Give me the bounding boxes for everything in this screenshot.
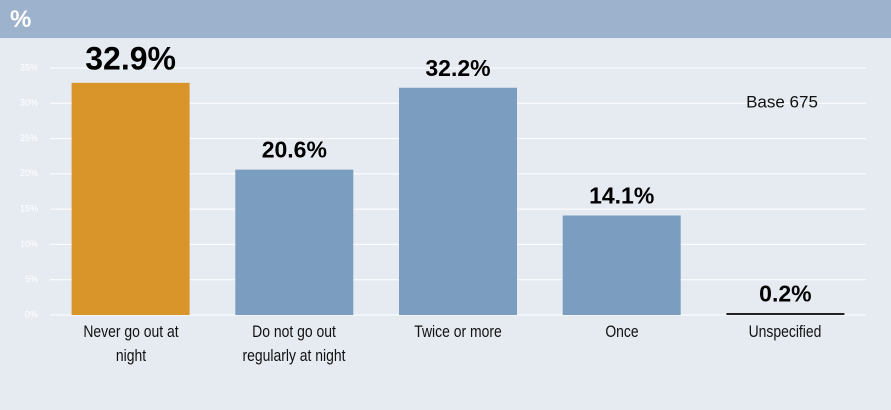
bar [235, 169, 354, 315]
y-tick-label: 5% [25, 274, 38, 284]
annotation: Base 675 [746, 92, 818, 111]
y-tick-label: 20% [20, 168, 38, 178]
y-tick-label: 15% [20, 204, 38, 214]
y-tick-label: 25% [20, 133, 38, 143]
bar [71, 82, 190, 315]
value-label: 20.6% [262, 137, 327, 163]
x-tick-label: Twice or more [414, 322, 502, 341]
chart-title: % [10, 6, 32, 33]
value-label: 32.9% [85, 40, 176, 76]
bar [399, 87, 517, 315]
x-tick-label: Never go out at night [82, 322, 179, 365]
y-tick-label: 30% [20, 98, 38, 108]
bar [562, 215, 681, 315]
y-tick-label: 0% [25, 309, 38, 319]
value-label: 32.2% [425, 55, 490, 81]
value-label: 14.1% [589, 183, 654, 209]
y-tick-label: 10% [20, 239, 38, 249]
header-band [0, 0, 891, 38]
value-label: 0.2% [759, 281, 811, 307]
bar [726, 313, 845, 315]
x-tick-label: Once [605, 322, 639, 341]
x-tick-label: Do not go out regularly at night [242, 322, 346, 365]
x-tick-label: Unspecified [748, 322, 822, 341]
y-tick-label: 35% [20, 62, 38, 72]
